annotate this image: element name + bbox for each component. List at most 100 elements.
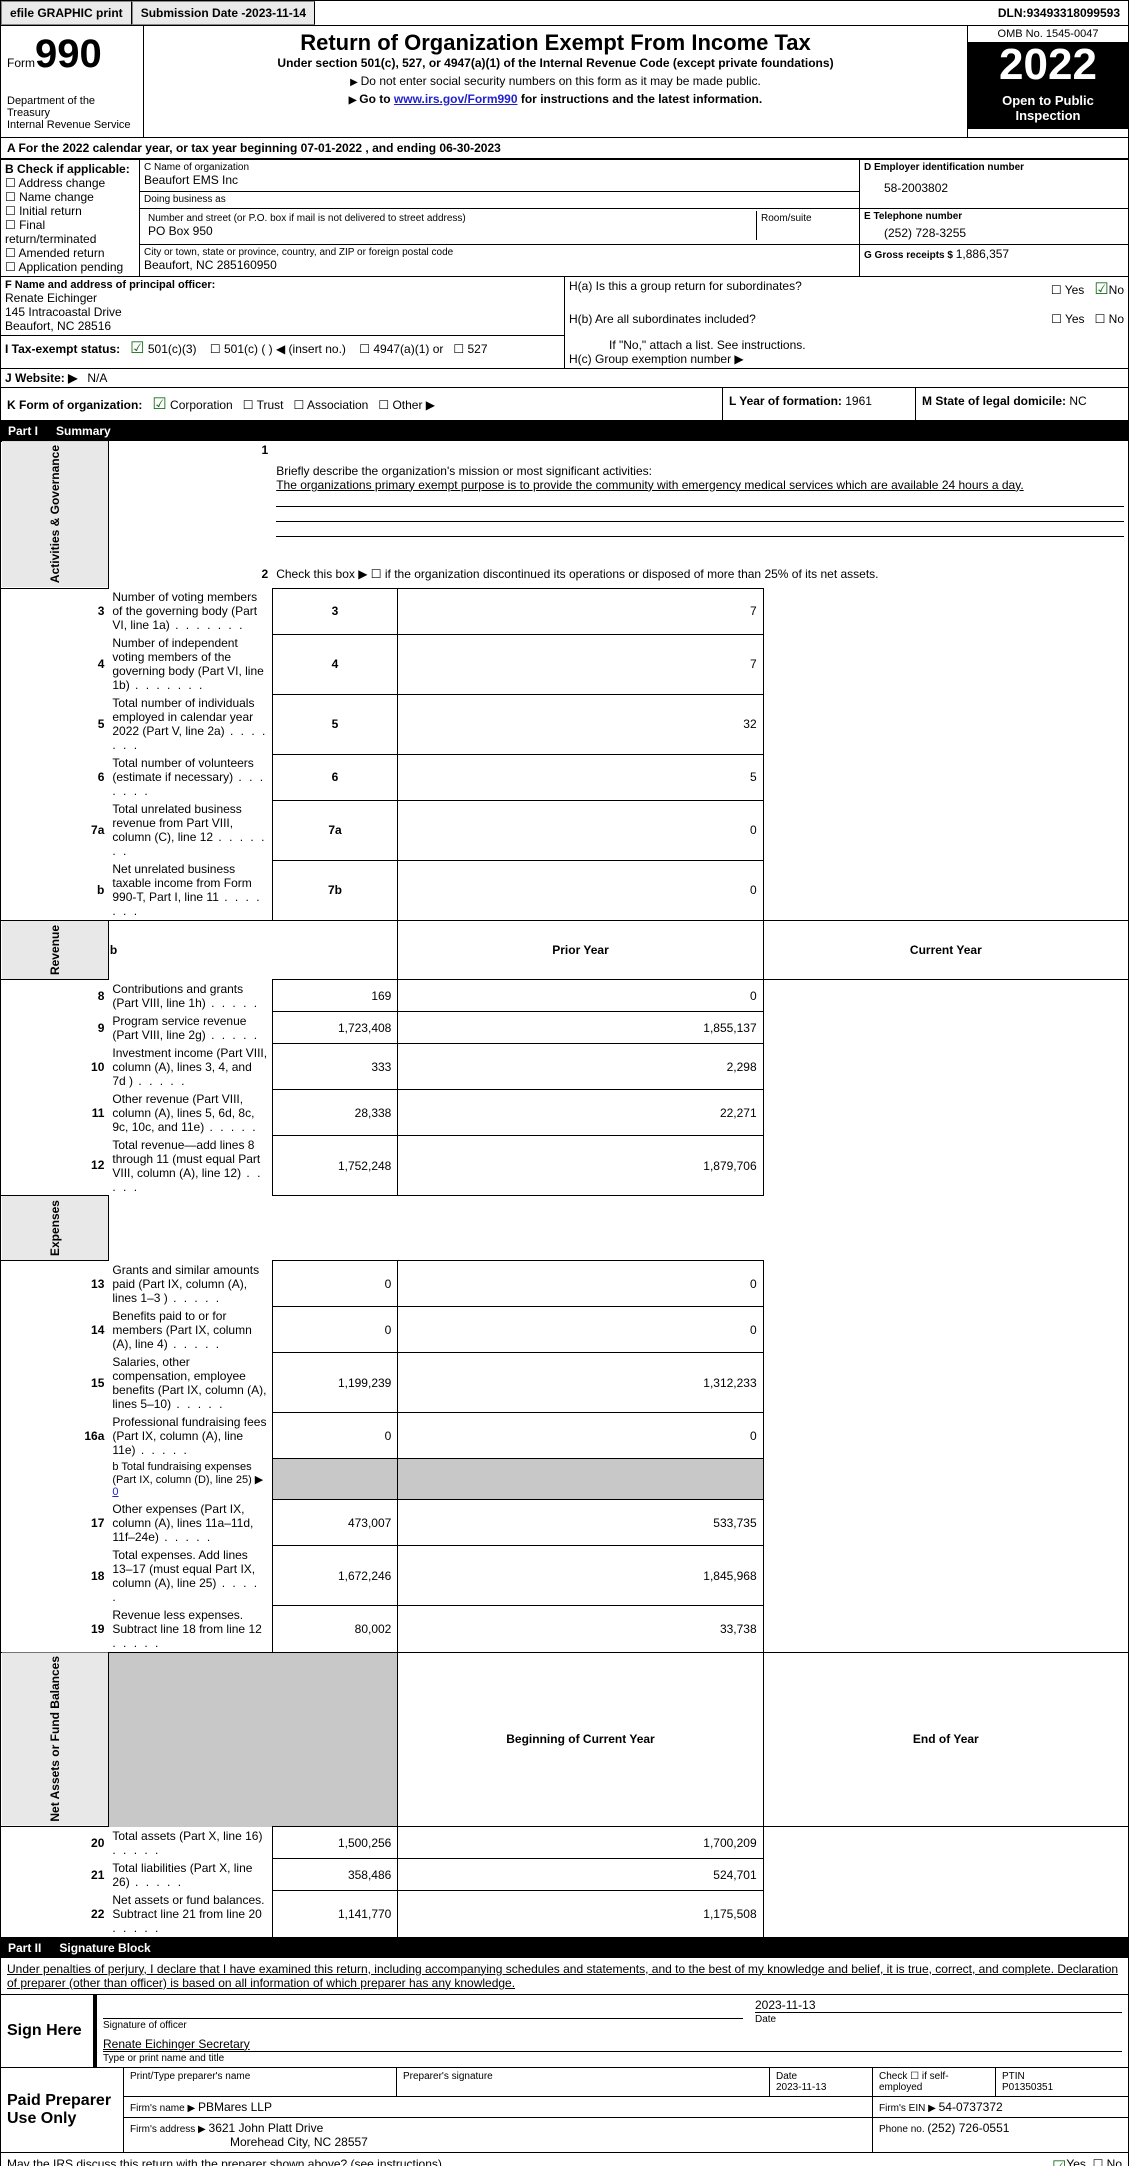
l16b-value[interactable]: 0 bbox=[112, 1486, 118, 1498]
discuss-no[interactable]: No bbox=[1093, 2157, 1122, 2166]
discuss-yes-checked[interactable] bbox=[1052, 2157, 1066, 2166]
ha-yes[interactable]: Yes bbox=[1051, 283, 1084, 297]
prep-date-label: Date bbox=[776, 2071, 797, 2082]
line-text: Contributions and grants (Part VIII, lin… bbox=[108, 980, 272, 1012]
hb-yes[interactable]: Yes bbox=[1051, 312, 1084, 326]
form-number: 990 bbox=[35, 32, 102, 76]
line-text: Total revenue—add lines 8 through 11 (mu… bbox=[108, 1136, 272, 1196]
chk-name-change[interactable]: Name change bbox=[5, 190, 135, 204]
officer-addr1: 145 Intracoastal Drive bbox=[5, 305, 560, 319]
hb-note: If "No," attach a list. See instructions… bbox=[569, 338, 1124, 352]
chk-trust[interactable]: Trust bbox=[243, 398, 284, 412]
part2-label: Part II bbox=[8, 1941, 41, 1955]
current-value: 33,738 bbox=[398, 1606, 763, 1653]
current-value: 533,735 bbox=[398, 1500, 763, 1546]
prior-value: 333 bbox=[272, 1044, 398, 1090]
officer-addr2: Beaufort, NC 28516 bbox=[5, 319, 560, 333]
line-text: Investment income (Part VIII, column (A)… bbox=[108, 1044, 272, 1090]
part2-title: Signature Block bbox=[59, 1941, 150, 1955]
line-text: Other expenses (Part IX, column (A), lin… bbox=[108, 1500, 272, 1546]
irs-link[interactable]: www.irs.gov/Form990 bbox=[394, 92, 518, 106]
prior-value: 0 bbox=[272, 1307, 398, 1353]
line-text: Salaries, other compensation, employee b… bbox=[108, 1353, 272, 1413]
summary-table: Activities & Governance 1 Briefly descri… bbox=[0, 441, 1129, 1938]
firm-addr2: Morehead City, NC 28557 bbox=[130, 2135, 368, 2149]
prep-date-value: 2023-11-13 bbox=[776, 2082, 826, 2093]
check-self-employed[interactable]: Check ☐ if self-employed bbox=[873, 2068, 996, 2097]
efile-print-button[interactable]: efile GRAPHIC print bbox=[1, 1, 132, 25]
tax-year: 2022 bbox=[968, 43, 1128, 87]
form-subtitle: Under section 501(c), 527, or 4947(a)(1)… bbox=[154, 56, 957, 70]
chk-other[interactable]: Other ▶ bbox=[378, 398, 435, 412]
part1-title: Summary bbox=[56, 424, 111, 438]
col-prior-year: Prior Year bbox=[398, 921, 763, 980]
section-a-taxyear: A For the 2022 calendar year, or tax yea… bbox=[0, 137, 1129, 159]
firm-phone-value: (252) 726-0551 bbox=[927, 2121, 1009, 2135]
chk-association[interactable]: Association bbox=[294, 398, 369, 412]
firm-ein-value: 54-0737372 bbox=[939, 2100, 1003, 2114]
line-text: Benefits paid to or for members (Part IX… bbox=[108, 1307, 272, 1353]
line-value: 7 bbox=[398, 634, 763, 694]
line-box: 6 bbox=[272, 754, 398, 800]
chk-final-return[interactable]: Final return/terminated bbox=[5, 218, 135, 246]
prior-value: 28,338 bbox=[272, 1090, 398, 1136]
chk-corporation[interactable] bbox=[152, 398, 166, 412]
firm-ein-label: Firm's EIN ▶ bbox=[879, 2103, 939, 2114]
ptin-label: PTIN bbox=[1002, 2071, 1025, 2082]
box-b: B Check if applicable: Address change Na… bbox=[1, 160, 140, 277]
domicile-value: NC bbox=[1069, 394, 1086, 408]
part1-header: Part I Summary bbox=[0, 421, 1129, 441]
chk-initial-return[interactable]: Initial return bbox=[5, 204, 135, 218]
chk-527[interactable]: 527 bbox=[453, 342, 487, 356]
current-value: 0 bbox=[398, 1307, 763, 1353]
dept-treasury: Department of the Treasury Internal Reve… bbox=[7, 95, 137, 131]
officer-name: Renate Eichinger bbox=[5, 291, 560, 305]
line-box: 7b bbox=[272, 860, 398, 921]
chk-address-change[interactable]: Address change bbox=[5, 176, 135, 190]
sig-officer-line: Signature of officer bbox=[103, 2018, 743, 2031]
prior-value: 0 bbox=[272, 1413, 398, 1459]
ein-label: D Employer identification number bbox=[864, 162, 1124, 173]
line-text: Program service revenue (Part VIII, line… bbox=[108, 1012, 272, 1044]
box-b-title: B Check if applicable: bbox=[5, 162, 135, 176]
side-activities: Activities & Governance bbox=[1, 441, 109, 588]
addr-label: Number and street (or P.O. box if mail i… bbox=[148, 213, 752, 224]
phone-label: E Telephone number bbox=[864, 211, 1124, 222]
chk-501c3[interactable] bbox=[130, 342, 144, 356]
hb-no[interactable]: No bbox=[1095, 312, 1124, 326]
chk-application-pending[interactable]: Application pending bbox=[5, 260, 135, 274]
tax-status-label: I Tax-exempt status: bbox=[5, 342, 120, 356]
addr-value: PO Box 950 bbox=[148, 224, 752, 238]
prior-value: 1,723,408 bbox=[272, 1012, 398, 1044]
chk-501c[interactable]: 501(c) ( ) ◀ (insert no.) bbox=[210, 342, 346, 356]
chk-4947[interactable]: 4947(a)(1) or bbox=[359, 342, 443, 356]
firm-name-value: PBMares LLP bbox=[198, 2100, 272, 2114]
lbl-501c3: 501(c)(3) bbox=[148, 342, 197, 356]
dba-label: Doing business as bbox=[144, 194, 855, 205]
ptin-value: P01350351 bbox=[1002, 2082, 1053, 2093]
goto-pre: Go to bbox=[349, 92, 394, 106]
identity-box: B Check if applicable: Address change Na… bbox=[0, 159, 1129, 277]
line-value: 32 bbox=[398, 694, 763, 754]
side-expenses: Expenses bbox=[1, 1196, 109, 1261]
prior-value: 80,002 bbox=[272, 1606, 398, 1653]
sign-here-label: Sign Here bbox=[1, 1995, 96, 2068]
line-box: 4 bbox=[272, 634, 398, 694]
phone-value: (252) 728-3255 bbox=[864, 222, 1124, 240]
chk-amended-return[interactable]: Amended return bbox=[5, 246, 135, 260]
line-value: 7 bbox=[398, 588, 763, 634]
line-text: Total expenses. Add lines 13–17 (must eq… bbox=[108, 1546, 272, 1606]
firm-addr-label: Firm's address ▶ bbox=[130, 2124, 209, 2135]
ein-value: 58-2003802 bbox=[864, 173, 1124, 195]
room-suite-label: Room/suite bbox=[757, 211, 856, 240]
discuss-label: May the IRS discuss this return with the… bbox=[7, 2157, 442, 2166]
l16b-prior-grey bbox=[272, 1459, 398, 1500]
prior-value: 473,007 bbox=[272, 1500, 398, 1546]
website-label: J Website: ▶ bbox=[5, 371, 77, 385]
line-box: 5 bbox=[272, 694, 398, 754]
ha-no-checked[interactable] bbox=[1094, 283, 1108, 297]
col-current-year: Current Year bbox=[763, 921, 1128, 980]
side-netassets: Net Assets or Fund Balances bbox=[1, 1652, 109, 1827]
current-value: 0 bbox=[398, 980, 763, 1012]
hb-label: H(b) Are all subordinates included? bbox=[569, 312, 756, 326]
